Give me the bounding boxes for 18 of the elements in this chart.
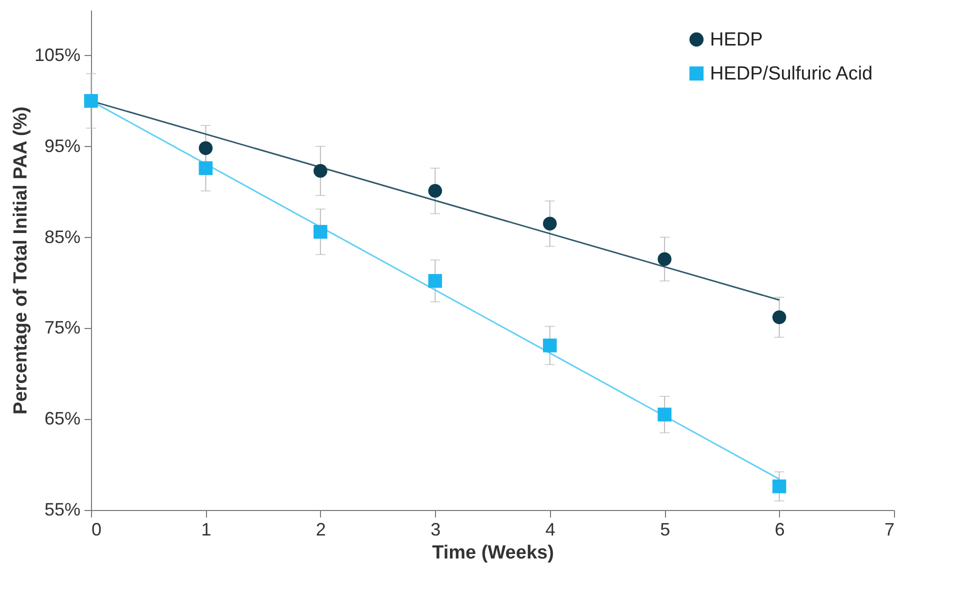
y-tick-label: 85% (44, 226, 80, 247)
y-tick-label: 95% (44, 136, 80, 156)
legend-label: HEDP/Sulfuric Acid (710, 64, 873, 84)
y-tick-label: 75% (44, 318, 80, 338)
y-tick-label: 65% (44, 408, 80, 429)
x-tick-label: 5 (660, 520, 670, 540)
x-tick-label: 3 (430, 520, 441, 540)
y-axis-title: Percentage of Total Initial PAA (%) (10, 106, 32, 414)
x-tick-label: 4 (545, 520, 556, 540)
legend-label: HEDP (710, 30, 763, 50)
x-tick-label: 0 (92, 520, 102, 540)
x-tick-label: 6 (774, 520, 785, 540)
y-tick-label: 105% (34, 44, 80, 65)
x-tick-label: 1 (201, 520, 212, 540)
x-tick-label: 7 (884, 520, 894, 540)
y-tick-label: 55% (44, 500, 80, 520)
x-tick-label: 2 (316, 520, 326, 540)
x-axis-title: Time (Weeks) (432, 542, 554, 564)
